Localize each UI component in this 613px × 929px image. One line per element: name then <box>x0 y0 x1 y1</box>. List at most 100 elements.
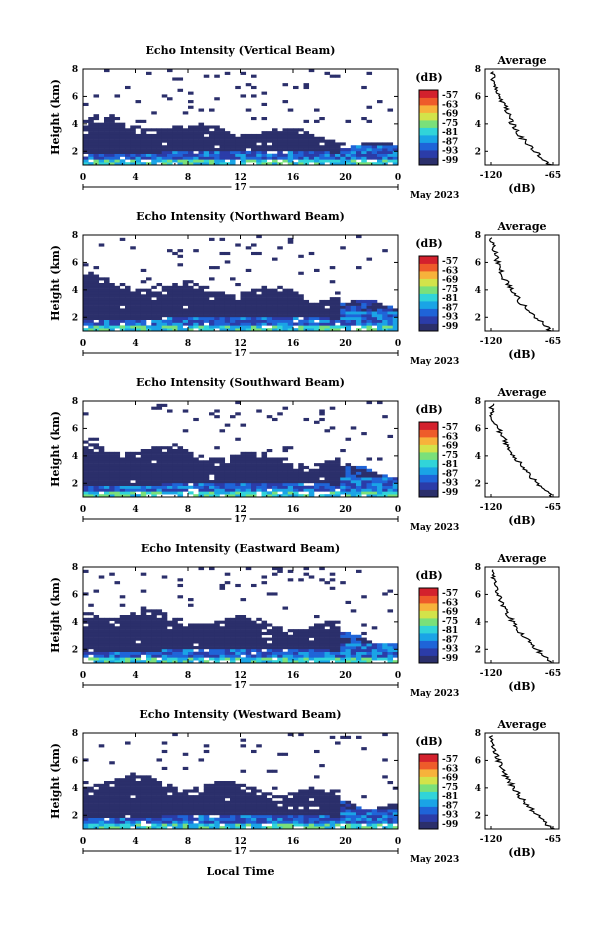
colorbar-segment <box>419 655 438 664</box>
heatmap-cell <box>324 814 331 818</box>
heatmap-cell <box>356 308 362 312</box>
heatmap-cell <box>303 648 310 652</box>
heatmap-cell <box>167 482 173 486</box>
heatmap-cell <box>235 783 241 787</box>
heatmap-cell <box>277 322 283 326</box>
heatmap-cell <box>177 139 184 143</box>
heatmap-cell <box>161 474 168 478</box>
heatmap-cell <box>130 128 136 132</box>
heatmap-cell <box>282 148 289 152</box>
heatmap-cell <box>172 795 178 799</box>
heatmap-cell <box>256 465 262 470</box>
heatmap-cell <box>119 283 126 287</box>
avg-x-label: (dB) <box>508 846 535 859</box>
heatmap-cell <box>193 468 199 472</box>
heatmap-cell <box>119 316 126 320</box>
heatmap-cell <box>109 781 115 785</box>
heatmap-cell <box>151 406 157 410</box>
heatmap-cell <box>104 654 110 658</box>
day-label: 17 <box>234 847 247 857</box>
heatmap-cell <box>161 288 168 292</box>
heatmap-cell <box>230 159 236 163</box>
heatmap-cell <box>319 465 325 470</box>
heatmap-cell <box>167 814 173 818</box>
heatmap-cell <box>188 291 194 295</box>
heatmap-cell <box>235 800 241 804</box>
heatmap-cell <box>356 648 362 652</box>
heatmap-cell <box>277 308 283 312</box>
heatmap-cell <box>266 319 273 323</box>
heatmap-cell <box>114 803 121 807</box>
heatmap-cell <box>371 145 378 149</box>
heatmap-cell <box>88 139 94 143</box>
heatmap-cell <box>377 657 383 661</box>
heatmap-cell <box>182 826 189 830</box>
heatmap-cell <box>350 322 357 326</box>
heatmap-cell <box>88 465 94 470</box>
heatmap-cell <box>167 789 173 793</box>
heatmap-cell <box>219 797 226 802</box>
heatmap-cell <box>114 657 121 661</box>
heatmap-cell <box>93 814 100 818</box>
heatmap-cell <box>125 620 131 624</box>
heatmap-cell <box>324 809 331 813</box>
heatmap-cell <box>272 491 278 495</box>
heatmap-cell <box>256 488 262 492</box>
colorbar-tick-label: -99 <box>442 156 458 166</box>
heatmap-cell <box>172 128 178 132</box>
colorbar-tick-label: -87 <box>442 303 458 313</box>
heatmap-cell <box>140 131 147 135</box>
heatmap-cell <box>256 156 262 160</box>
heatmap-cell <box>83 792 89 796</box>
heatmap-cell <box>167 305 173 309</box>
heatmap-cell <box>266 485 273 489</box>
heatmap-cell <box>140 651 147 655</box>
heatmap-cell <box>214 474 220 478</box>
heatmap-cell <box>345 477 352 481</box>
heatmap-cell <box>314 468 320 472</box>
heatmap-cell <box>340 159 346 163</box>
heatmap-cell <box>161 468 168 472</box>
heatmap-cell <box>235 457 241 461</box>
heatmap-cell <box>251 460 257 464</box>
heatmap-cell <box>140 325 147 329</box>
heatmap-cell <box>182 814 189 818</box>
heatmap-cell <box>361 148 367 152</box>
heatmap-cell <box>272 322 278 326</box>
heatmap-cell <box>256 251 262 256</box>
heatmap-cell <box>161 308 168 312</box>
heatmap-cell <box>93 443 100 447</box>
heatmap-cell <box>230 136 236 140</box>
heatmap-cell <box>93 446 100 450</box>
heatmap-cell <box>345 600 352 604</box>
heatmap-cell <box>83 814 89 818</box>
heatmap-cell <box>324 311 331 315</box>
heatmap-cell <box>329 817 336 821</box>
heatmap-cell <box>83 451 89 455</box>
heatmap-cell <box>371 485 378 489</box>
heatmap-cell <box>277 471 283 475</box>
heatmap-cell <box>135 494 142 498</box>
heatmap-cell <box>203 654 210 658</box>
heatmap-cell <box>287 150 294 154</box>
heatmap-cell <box>366 488 373 492</box>
heatmap-cell <box>230 809 236 813</box>
heatmap-cell <box>277 485 283 489</box>
heatmap-cell <box>219 299 226 304</box>
heatmap-cell <box>140 297 147 301</box>
heatmap-cell <box>193 299 199 304</box>
heatmap-cell <box>177 288 184 292</box>
heatmap-cell <box>287 156 294 160</box>
heatmap-cell <box>282 314 289 318</box>
heatmap-cell <box>303 800 310 804</box>
heatmap-cell <box>156 792 163 796</box>
heatmap-cell <box>245 482 252 486</box>
heatmap-cell <box>287 640 294 644</box>
heatmap-cell <box>329 812 336 816</box>
heatmap-cell <box>314 471 320 475</box>
colorbar-tick-label: -81 <box>442 792 458 802</box>
heatmap-cell <box>151 809 157 813</box>
heatmap-cell <box>240 640 247 644</box>
heatmap-cell <box>182 792 189 796</box>
heatmap-cell <box>172 460 178 464</box>
